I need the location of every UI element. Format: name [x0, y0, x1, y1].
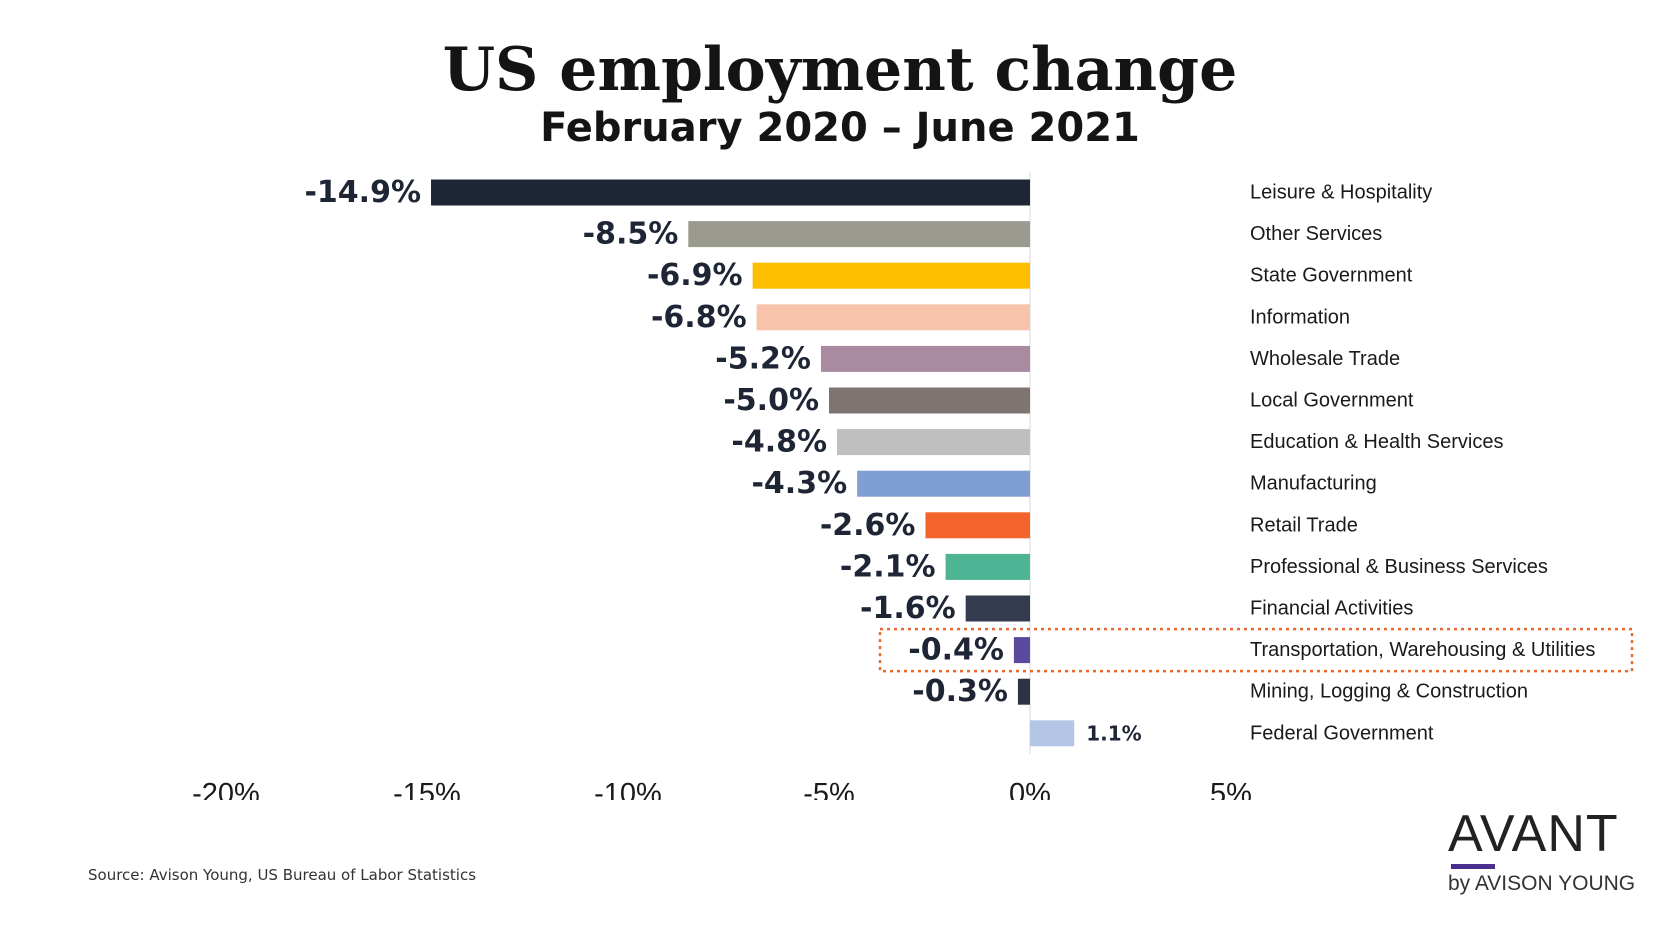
data-label-professional-and-business-services: -2.1%: [840, 549, 936, 584]
bars-group: [431, 171, 1634, 755]
x-tick-label: -15%: [393, 778, 461, 800]
bar-federal-government: [1030, 720, 1075, 747]
data-label-wholesale-trade: -5.2%: [715, 341, 811, 376]
bar-information: [756, 304, 1030, 331]
category-label-financial-activities: Financial Activities: [1250, 598, 1413, 620]
x-tick-label: 0%: [1009, 778, 1051, 800]
data-label-local-government: -5.0%: [723, 383, 819, 418]
category-label-other-services: Other Services: [1250, 223, 1382, 245]
data-label-other-services: -8.5%: [583, 217, 679, 252]
bar-transportation-warehousing-and-utilities: [1013, 637, 1030, 664]
source-note: Source: Avison Young, US Bureau of Labor…: [88, 866, 477, 884]
data-labels-group: -14.9% -8.5% -6.9% -6.8% -5.2% -5.0% -4.8% -4.3…: [304, 175, 1141, 745]
category-label-education-and-health-services: Education & Health Services: [1250, 431, 1503, 453]
bar-professional-and-business-services: [945, 553, 1030, 580]
data-label-transportation-warehousing-and-utilities: -0.4%: [908, 633, 1004, 668]
x-tick-label: -20%: [192, 778, 260, 800]
category-label-information: Information: [1250, 306, 1350, 328]
bar-leisure-and-hospitality: [431, 179, 1030, 206]
data-label-mining-logging-and-construction: -0.3%: [912, 674, 1008, 709]
bar-chart: -14.9% -8.5% -6.9% -6.8% -5.2% -5.0% -4.8% -4.3…: [192, 171, 1634, 800]
x-tick-label: 5%: [1210, 778, 1252, 800]
bar-wholesale-trade: [820, 345, 1030, 372]
bar-financial-activities: [965, 595, 1030, 622]
bar-state-government: [752, 262, 1030, 289]
category-label-wholesale-trade: Wholesale Trade: [1250, 348, 1400, 370]
bar-retail-trade: [925, 512, 1030, 539]
bar-manufacturing: [857, 470, 1030, 497]
bar-other-services: [688, 221, 1030, 248]
data-label-information: -6.8%: [651, 300, 747, 335]
category-label-leisure-and-hospitality: Leisure & Hospitality: [1250, 182, 1432, 204]
category-label-mining-logging-and-construction: Mining, Logging & Construction: [1250, 681, 1528, 703]
data-label-retail-trade: -2.6%: [820, 508, 916, 543]
data-label-education-and-health-services: -4.8%: [731, 425, 827, 460]
x-tick-label: -5%: [803, 778, 855, 800]
logo-wordmark: AVANT: [1448, 805, 1619, 863]
category-label-state-government: State Government: [1250, 265, 1413, 287]
data-label-leisure-and-hospitality: -14.9%: [304, 175, 421, 210]
category-label-professional-and-business-services: Professional & Business Services: [1250, 556, 1548, 578]
data-label-state-government: -6.9%: [647, 258, 743, 293]
x-axis-ticks-group: -20% -15% -10% -5% 0% 5%: [192, 778, 1252, 800]
data-label-federal-government: 1.1%: [1086, 721, 1141, 745]
data-label-manufacturing: -4.3%: [751, 466, 847, 501]
category-label-manufacturing: Manufacturing: [1250, 473, 1377, 495]
bar-mining-logging-and-construction: [1017, 678, 1030, 705]
category-label-local-government: Local Government: [1250, 390, 1414, 412]
category-label-federal-government: Federal Government: [1250, 722, 1434, 744]
chart-subtitle: February 2020 – June 2021: [540, 105, 1140, 151]
bar-education-and-health-services: [837, 429, 1030, 456]
category-label-transportation-warehousing-and-utilities: Transportation, Warehousing & Utilities: [1250, 639, 1595, 661]
category-labels-group: Leisure & Hospitality Other Services State…: [1250, 182, 1595, 745]
logo-tagline: by AVISON YOUNG: [1448, 872, 1636, 895]
bar-local-government: [829, 387, 1030, 414]
avant-logo: AVANT by AVISON YOUNG: [1448, 808, 1648, 897]
x-tick-label: -10%: [594, 778, 662, 800]
data-label-financial-activities: -1.6%: [860, 591, 956, 626]
logo-accent-bar: [1451, 864, 1495, 869]
highlight-box-transportation-warehousing-and-utilities: [878, 627, 1634, 673]
category-label-retail-trade: Retail Trade: [1250, 514, 1358, 536]
chart-title: US employment change: [442, 35, 1238, 105]
